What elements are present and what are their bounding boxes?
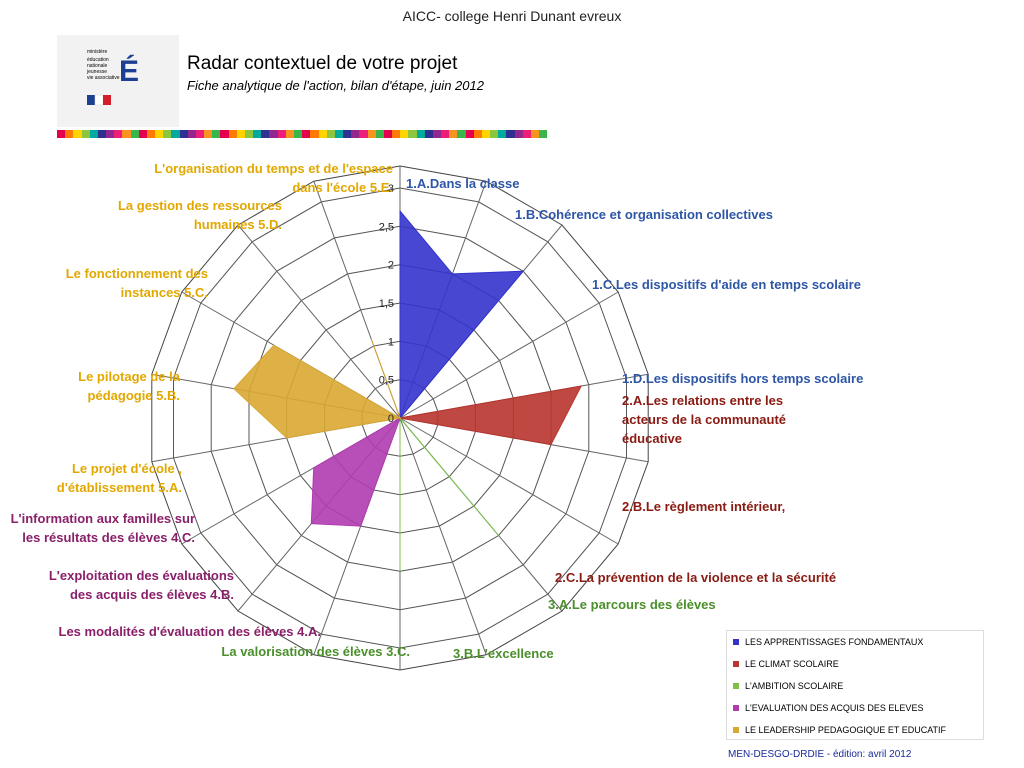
category-label: L'exploitation des évaluations des acquis… — [49, 568, 234, 602]
radar-tick-label: 1 — [388, 336, 394, 348]
legend-swatch-green — [733, 683, 739, 689]
legend-label: L'AMBITION SCOLAIRE — [745, 681, 844, 691]
category-label: 3.A.Le parcours des élèves — [548, 597, 716, 612]
rainbow-strip — [57, 130, 548, 138]
legend-swatch-purple — [733, 705, 739, 711]
category-label: La valorisation des élèves 3.C. — [221, 644, 410, 659]
radar-tick-label: 0 — [388, 413, 394, 425]
legend-label: L'EVALUATION DES ACQUIS DES ELEVES — [745, 703, 924, 713]
legend-item: LE CLIMAT SCOLAIRE — [733, 659, 839, 669]
logo-line: vie associative — [87, 75, 120, 81]
radar-tick-label: 3 — [388, 183, 394, 195]
flag-blue-band — [87, 95, 95, 105]
category-label: Le pilotage de la pédagogie 5.B. — [78, 369, 181, 403]
radar-tick-label: 2,5 — [379, 221, 394, 233]
series-area-red — [399, 385, 583, 446]
category-label: La gestion des ressources humaines 5.D. — [118, 198, 282, 232]
category-label: 3.B.L'excellence — [453, 646, 554, 661]
category-label: Le fonctionnement des instances 5.C. — [66, 266, 208, 300]
category-label: 1.D.Les dispositifs hors temps scolaire — [622, 371, 863, 386]
category-label: 1.B.Cohérence et organisation collective… — [515, 207, 773, 222]
category-label: L'organisation du temps et de l'espace da… — [154, 161, 393, 195]
chart-header: Radar contextuel de votre projet Fiche a… — [179, 45, 741, 127]
radar-spoke — [399, 417, 619, 545]
radar-tick-label: 0,5 — [379, 375, 394, 387]
legend-item: L'AMBITION SCOLAIRE — [733, 681, 843, 691]
logo-line: éducation — [87, 57, 109, 63]
series-area-purple — [310, 416, 401, 527]
legend-swatch-blue — [733, 639, 739, 645]
page-top-title: AICC- college Henri Dunant evreux — [402, 8, 622, 24]
category-label: 1.A.Dans la classe — [406, 176, 519, 191]
ministry-logo-panel: ministère éducation nationale jeunesse v… — [57, 35, 179, 127]
chart-subtitle: Fiche analytique de l'action, bilan d'ét… — [187, 78, 484, 93]
category-label: 2.C.La prévention de la violence et la s… — [555, 570, 836, 585]
legend-item: LES APPRENTISSAGES FONDAMENTAUX — [733, 637, 923, 647]
series-area-blue — [399, 209, 525, 420]
radar-tick-label: 1,5 — [379, 298, 394, 310]
legend-label: LE LEADERSHIP PEDAGOGIQUE ET EDUCATIF — [745, 725, 947, 735]
chart-title: Radar contextuel de votre projet — [187, 53, 458, 74]
edition-footer: MEN-DESGO-DRDIE - édition: avril 2012 — [728, 749, 912, 760]
radar-spoke — [237, 224, 401, 419]
legend-swatch-gold — [733, 727, 739, 733]
ministry-logo: ministère éducation nationale jeunesse v… — [86, 49, 139, 106]
legend-label: LE CLIMAT SCOLAIRE — [745, 659, 839, 669]
category-label: 1.C.Les dispositifs d'aide en temps scol… — [592, 277, 861, 292]
series-area-gold — [233, 338, 401, 439]
category-label: 2.A.Les relations entre les acteurs de la… — [622, 393, 786, 446]
logo-line: ministère — [87, 49, 108, 55]
legend-item: L'EVALUATION DES ACQUIS DES ELEVES — [733, 703, 923, 713]
logo-line: nationale — [87, 63, 108, 69]
flag-red-band — [103, 95, 111, 105]
category-label: 2.B.Le règlement intérieur, — [622, 499, 785, 514]
legend-swatch-red — [733, 661, 739, 667]
legend-item: LE LEADERSHIP PEDAGOGIQUE ET EDUCATIF — [733, 725, 946, 735]
radar-tick-label: 2 — [388, 260, 394, 272]
legend-label: LES APPRENTISSAGES FONDAMENTAUX — [745, 637, 924, 647]
chart-legend: LES APPRENTISSAGES FONDAMENTAUX LE CLIMA… — [726, 630, 984, 740]
radar-spoke — [399, 291, 619, 419]
logo-line: jeunesse — [86, 69, 107, 75]
category-label: Les modalités d'évaluation des élèves 4.… — [59, 624, 321, 639]
radar-spoke — [399, 417, 487, 655]
category-label: Le projet d'école , d'établissement 5.A. — [57, 461, 182, 495]
logo-letter: É — [119, 54, 139, 88]
category-label: L'information aux familles sur les résult… — [11, 511, 195, 545]
